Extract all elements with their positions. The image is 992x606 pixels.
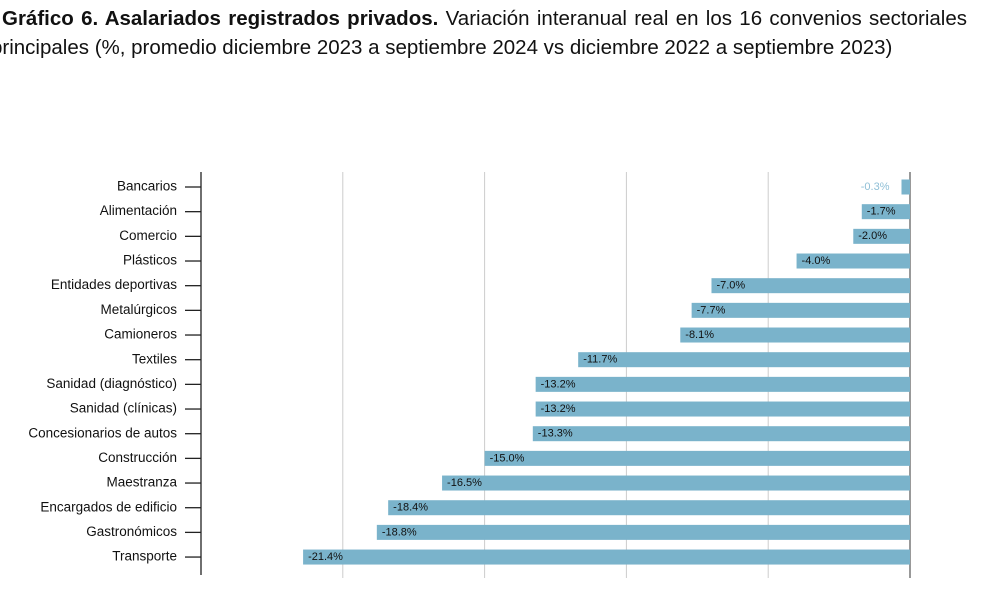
bar — [578, 352, 910, 368]
y-tick-label: Entidades deportivas — [51, 277, 177, 292]
bar — [691, 302, 910, 318]
y-tick-label: Plásticos — [123, 253, 177, 268]
value-label: -7.7% — [697, 304, 726, 316]
value-label: -13.2% — [541, 403, 576, 415]
y-tick-label: Bancarios — [117, 179, 177, 194]
bar — [442, 475, 910, 491]
bar — [861, 204, 910, 220]
chart-subtitle: Variación interanual real en los 16 conv… — [0, 7, 968, 59]
bar — [388, 500, 910, 516]
y-tick-label: Textiles — [132, 351, 177, 366]
y-tick-label: Concesionarios de autos — [28, 425, 177, 440]
y-tick-label: Sanidad (clínicas) — [70, 401, 177, 416]
value-label: -15.0% — [490, 452, 525, 464]
y-tick-label: Gastronómicos — [86, 524, 177, 539]
y-tick-label: Camioneros — [104, 327, 177, 342]
value-label: -0.3% — [861, 181, 890, 193]
value-label: -13.2% — [541, 378, 576, 390]
bar — [535, 401, 910, 417]
y-tick-label: Alimentación — [100, 203, 177, 218]
bar — [853, 228, 910, 244]
bar — [901, 179, 910, 195]
y-tick-label: Construcción — [98, 450, 177, 465]
bar — [303, 549, 910, 565]
bar — [711, 278, 910, 294]
value-label: -2.0% — [858, 230, 887, 242]
bar — [532, 426, 910, 442]
y-tick-label: Maestranza — [106, 475, 177, 490]
bar — [535, 376, 910, 392]
value-label: -18.4% — [393, 502, 428, 514]
bar — [484, 450, 910, 466]
heading: Gráfico 6. Asalariados registrados priva… — [0, 4, 967, 62]
y-tick-label: Transporte — [112, 549, 177, 564]
value-label: -7.0% — [716, 280, 745, 292]
value-label: -16.5% — [447, 477, 482, 489]
y-tick-label: Metalúrgicos — [100, 302, 177, 317]
chart-title: Gráfico 6. Asalariados registrados priva… — [2, 7, 439, 30]
value-label: -8.1% — [685, 329, 714, 341]
bar — [796, 253, 910, 269]
bar — [376, 524, 910, 540]
y-tick-label: Sanidad (diagnóstico) — [46, 376, 177, 391]
value-label: -11.7% — [583, 354, 617, 366]
value-label: -21.4% — [308, 551, 343, 563]
value-label: -1.7% — [867, 206, 896, 218]
value-label: -18.8% — [382, 526, 417, 538]
value-label: -13.3% — [538, 428, 573, 440]
y-tick-label: Encargados de edificio — [40, 499, 177, 514]
y-tick-label: Comercio — [119, 228, 177, 243]
bar — [680, 327, 910, 343]
value-label: -4.0% — [802, 255, 831, 267]
